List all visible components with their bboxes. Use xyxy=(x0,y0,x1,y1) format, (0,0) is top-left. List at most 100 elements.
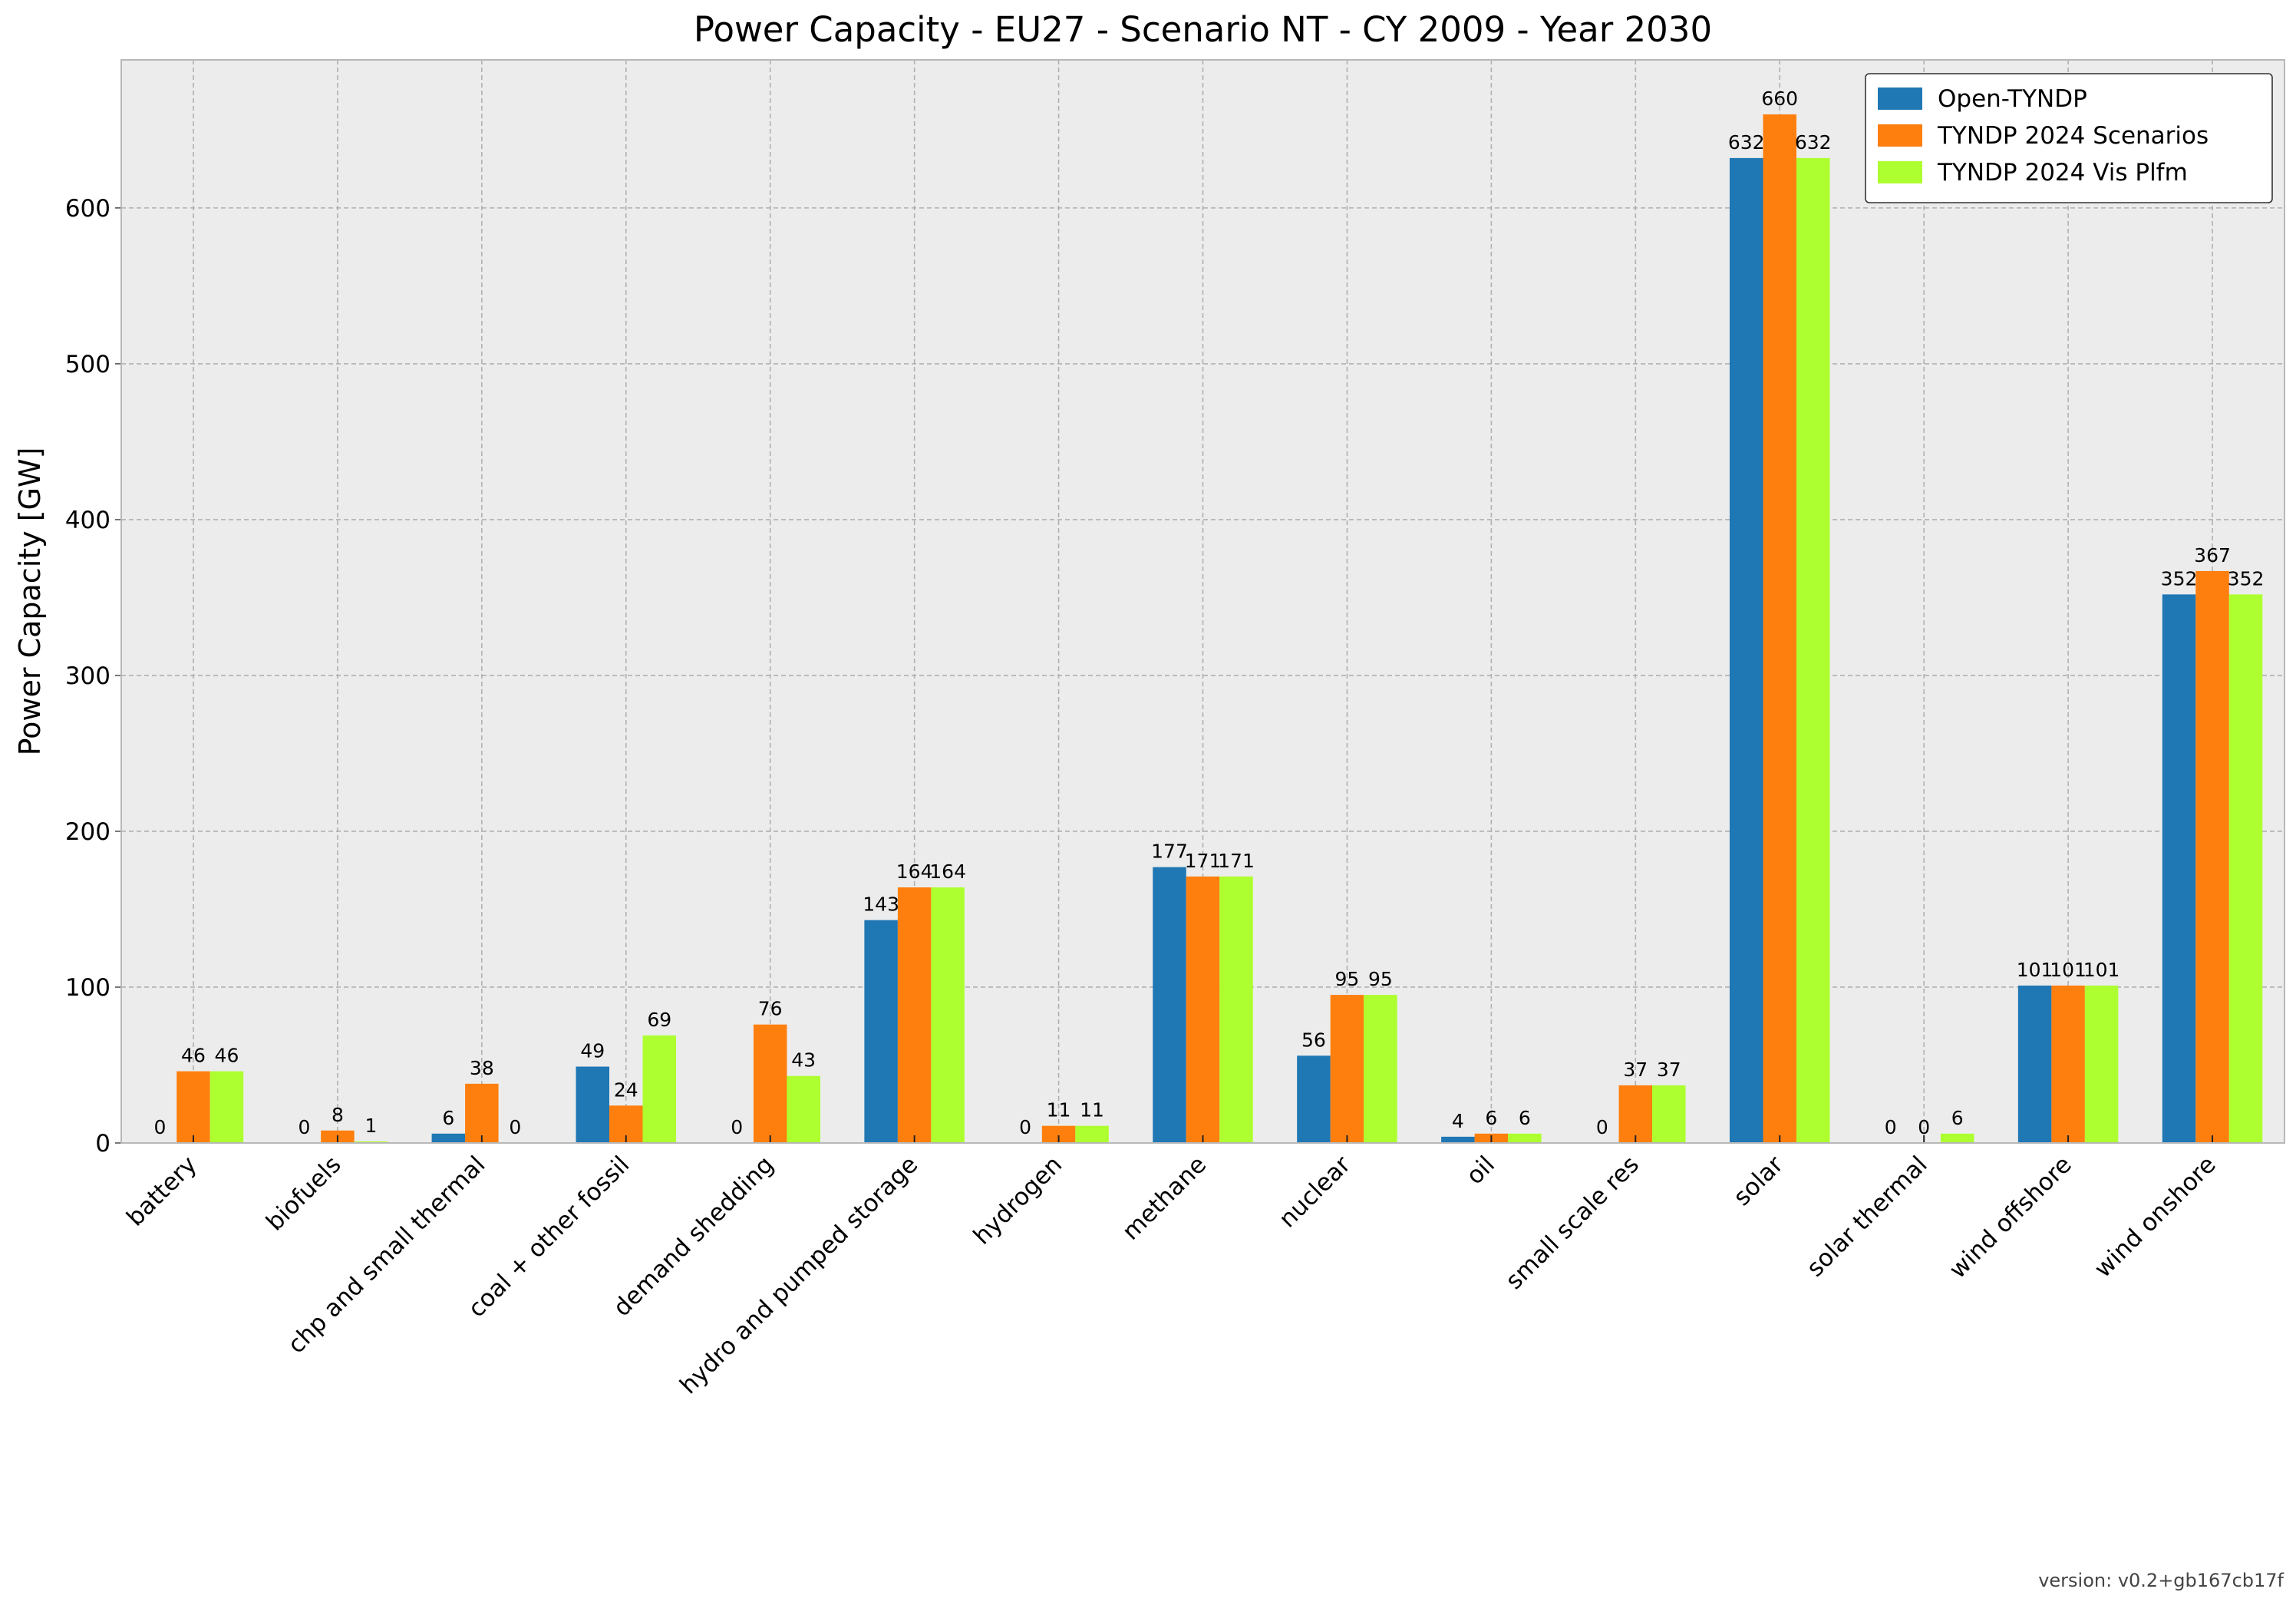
bar xyxy=(1153,867,1186,1143)
y-tick-label: 300 xyxy=(65,662,111,690)
x-tick-label: coal + other fossil xyxy=(463,1151,635,1323)
bar xyxy=(465,1083,499,1143)
data-label: 101 xyxy=(2050,959,2087,981)
bar xyxy=(1441,1136,1475,1143)
data-label: 367 xyxy=(2194,544,2231,566)
legend-box xyxy=(1865,73,2273,203)
data-label: 632 xyxy=(1728,131,1765,154)
data-label: 6 xyxy=(1951,1107,1964,1129)
plot-border xyxy=(120,59,2285,1144)
x-tick-label: wind offshore xyxy=(1944,1151,2077,1284)
bar xyxy=(1940,1133,1974,1143)
bar xyxy=(176,1071,210,1143)
bar xyxy=(897,887,932,1143)
data-label: 37 xyxy=(1623,1059,1648,1081)
data-label: 352 xyxy=(2161,567,2198,590)
y-axis-label: Power Capacity [GW] xyxy=(13,448,47,756)
data-label: 6 xyxy=(442,1107,454,1129)
legend-swatch xyxy=(1878,88,1922,110)
bar xyxy=(576,1066,610,1143)
data-label: 0 xyxy=(731,1116,743,1138)
data-label: 8 xyxy=(332,1104,344,1126)
bar xyxy=(1219,876,1253,1143)
x-tick-label: hydrogen xyxy=(968,1151,1067,1250)
y-tick-label: 100 xyxy=(65,974,111,1002)
legend-entry: TYNDP 2024 Scenarios xyxy=(1937,122,2209,150)
legend-swatch xyxy=(1878,124,1922,147)
x-tick-label: methane xyxy=(1117,1151,1212,1246)
data-label: 37 xyxy=(1657,1059,1681,1081)
data-label: 4 xyxy=(1452,1110,1464,1132)
y-tick-label: 500 xyxy=(65,351,111,378)
data-label: 101 xyxy=(2083,959,2120,981)
data-label: 38 xyxy=(470,1057,494,1079)
x-tick-label: demand shedding xyxy=(608,1151,779,1322)
data-label: 164 xyxy=(929,860,966,883)
y-tick-label: 600 xyxy=(65,195,111,223)
bar xyxy=(1186,876,1220,1143)
data-label: 0 xyxy=(1885,1116,1897,1138)
data-label: 352 xyxy=(2228,567,2265,590)
x-tick-label: wind onshore xyxy=(2089,1151,2221,1283)
x-tick-label: oil xyxy=(1461,1151,1500,1190)
bar xyxy=(753,1024,787,1143)
bar xyxy=(354,1141,388,1143)
bar xyxy=(1763,114,1796,1143)
data-label: 46 xyxy=(215,1045,239,1067)
data-label: 177 xyxy=(1151,841,1188,863)
x-tick-label: solar xyxy=(1728,1151,1789,1211)
data-label: 0 xyxy=(1596,1116,1608,1138)
legend-swatch xyxy=(1878,161,1922,183)
bar xyxy=(1508,1133,1542,1143)
data-label: 6 xyxy=(1519,1107,1531,1129)
data-label: 95 xyxy=(1335,968,1360,990)
x-tick-label: small scale res xyxy=(1500,1151,1644,1295)
bar xyxy=(787,1075,820,1143)
data-label: 101 xyxy=(2017,959,2054,981)
bar xyxy=(2084,985,2119,1143)
data-label: 0 xyxy=(1918,1116,1930,1138)
bar xyxy=(1075,1125,1109,1143)
bar xyxy=(2195,570,2229,1143)
x-tick-label: battery xyxy=(121,1151,202,1231)
chart-title: Power Capacity - EU27 - Scenario NT - CY… xyxy=(694,9,1712,50)
data-label: 56 xyxy=(1301,1029,1326,1051)
y-tick-label: 200 xyxy=(65,818,111,846)
data-label: 6 xyxy=(1485,1107,1497,1129)
bar xyxy=(2051,985,2085,1143)
data-label: 69 xyxy=(647,1009,671,1031)
y-tick-label: 400 xyxy=(65,507,111,534)
legend-entry: Open-TYNDP xyxy=(1938,85,2087,113)
data-label: 49 xyxy=(580,1040,605,1062)
bar xyxy=(1729,157,1763,1144)
data-label: 43 xyxy=(791,1049,816,1072)
y-tick-label: 0 xyxy=(95,1130,111,1158)
data-label: 660 xyxy=(1761,88,1798,110)
data-label: 0 xyxy=(298,1116,310,1138)
bar xyxy=(864,920,898,1143)
bar xyxy=(1652,1085,1686,1143)
bar xyxy=(431,1133,466,1143)
data-label: 143 xyxy=(863,893,899,916)
bar xyxy=(1297,1055,1331,1143)
bar xyxy=(1330,995,1364,1143)
data-label: 1 xyxy=(365,1115,377,1137)
bar xyxy=(2017,985,2052,1143)
x-tick-label: biofuels xyxy=(261,1151,346,1236)
bar xyxy=(1796,157,1830,1144)
data-label: 24 xyxy=(614,1078,638,1101)
data-label: 11 xyxy=(1047,1099,1071,1121)
bar xyxy=(1364,995,1397,1143)
bar xyxy=(642,1035,677,1143)
bar xyxy=(2228,594,2263,1143)
data-label: 76 xyxy=(758,998,783,1020)
x-tick-label: nuclear xyxy=(1274,1151,1356,1233)
data-label: 0 xyxy=(154,1116,167,1138)
data-label: 171 xyxy=(1218,850,1255,872)
data-label: 164 xyxy=(896,860,933,883)
data-label: 95 xyxy=(1368,968,1393,990)
bar xyxy=(209,1071,244,1143)
bar xyxy=(931,887,965,1143)
data-label: 46 xyxy=(181,1045,206,1067)
